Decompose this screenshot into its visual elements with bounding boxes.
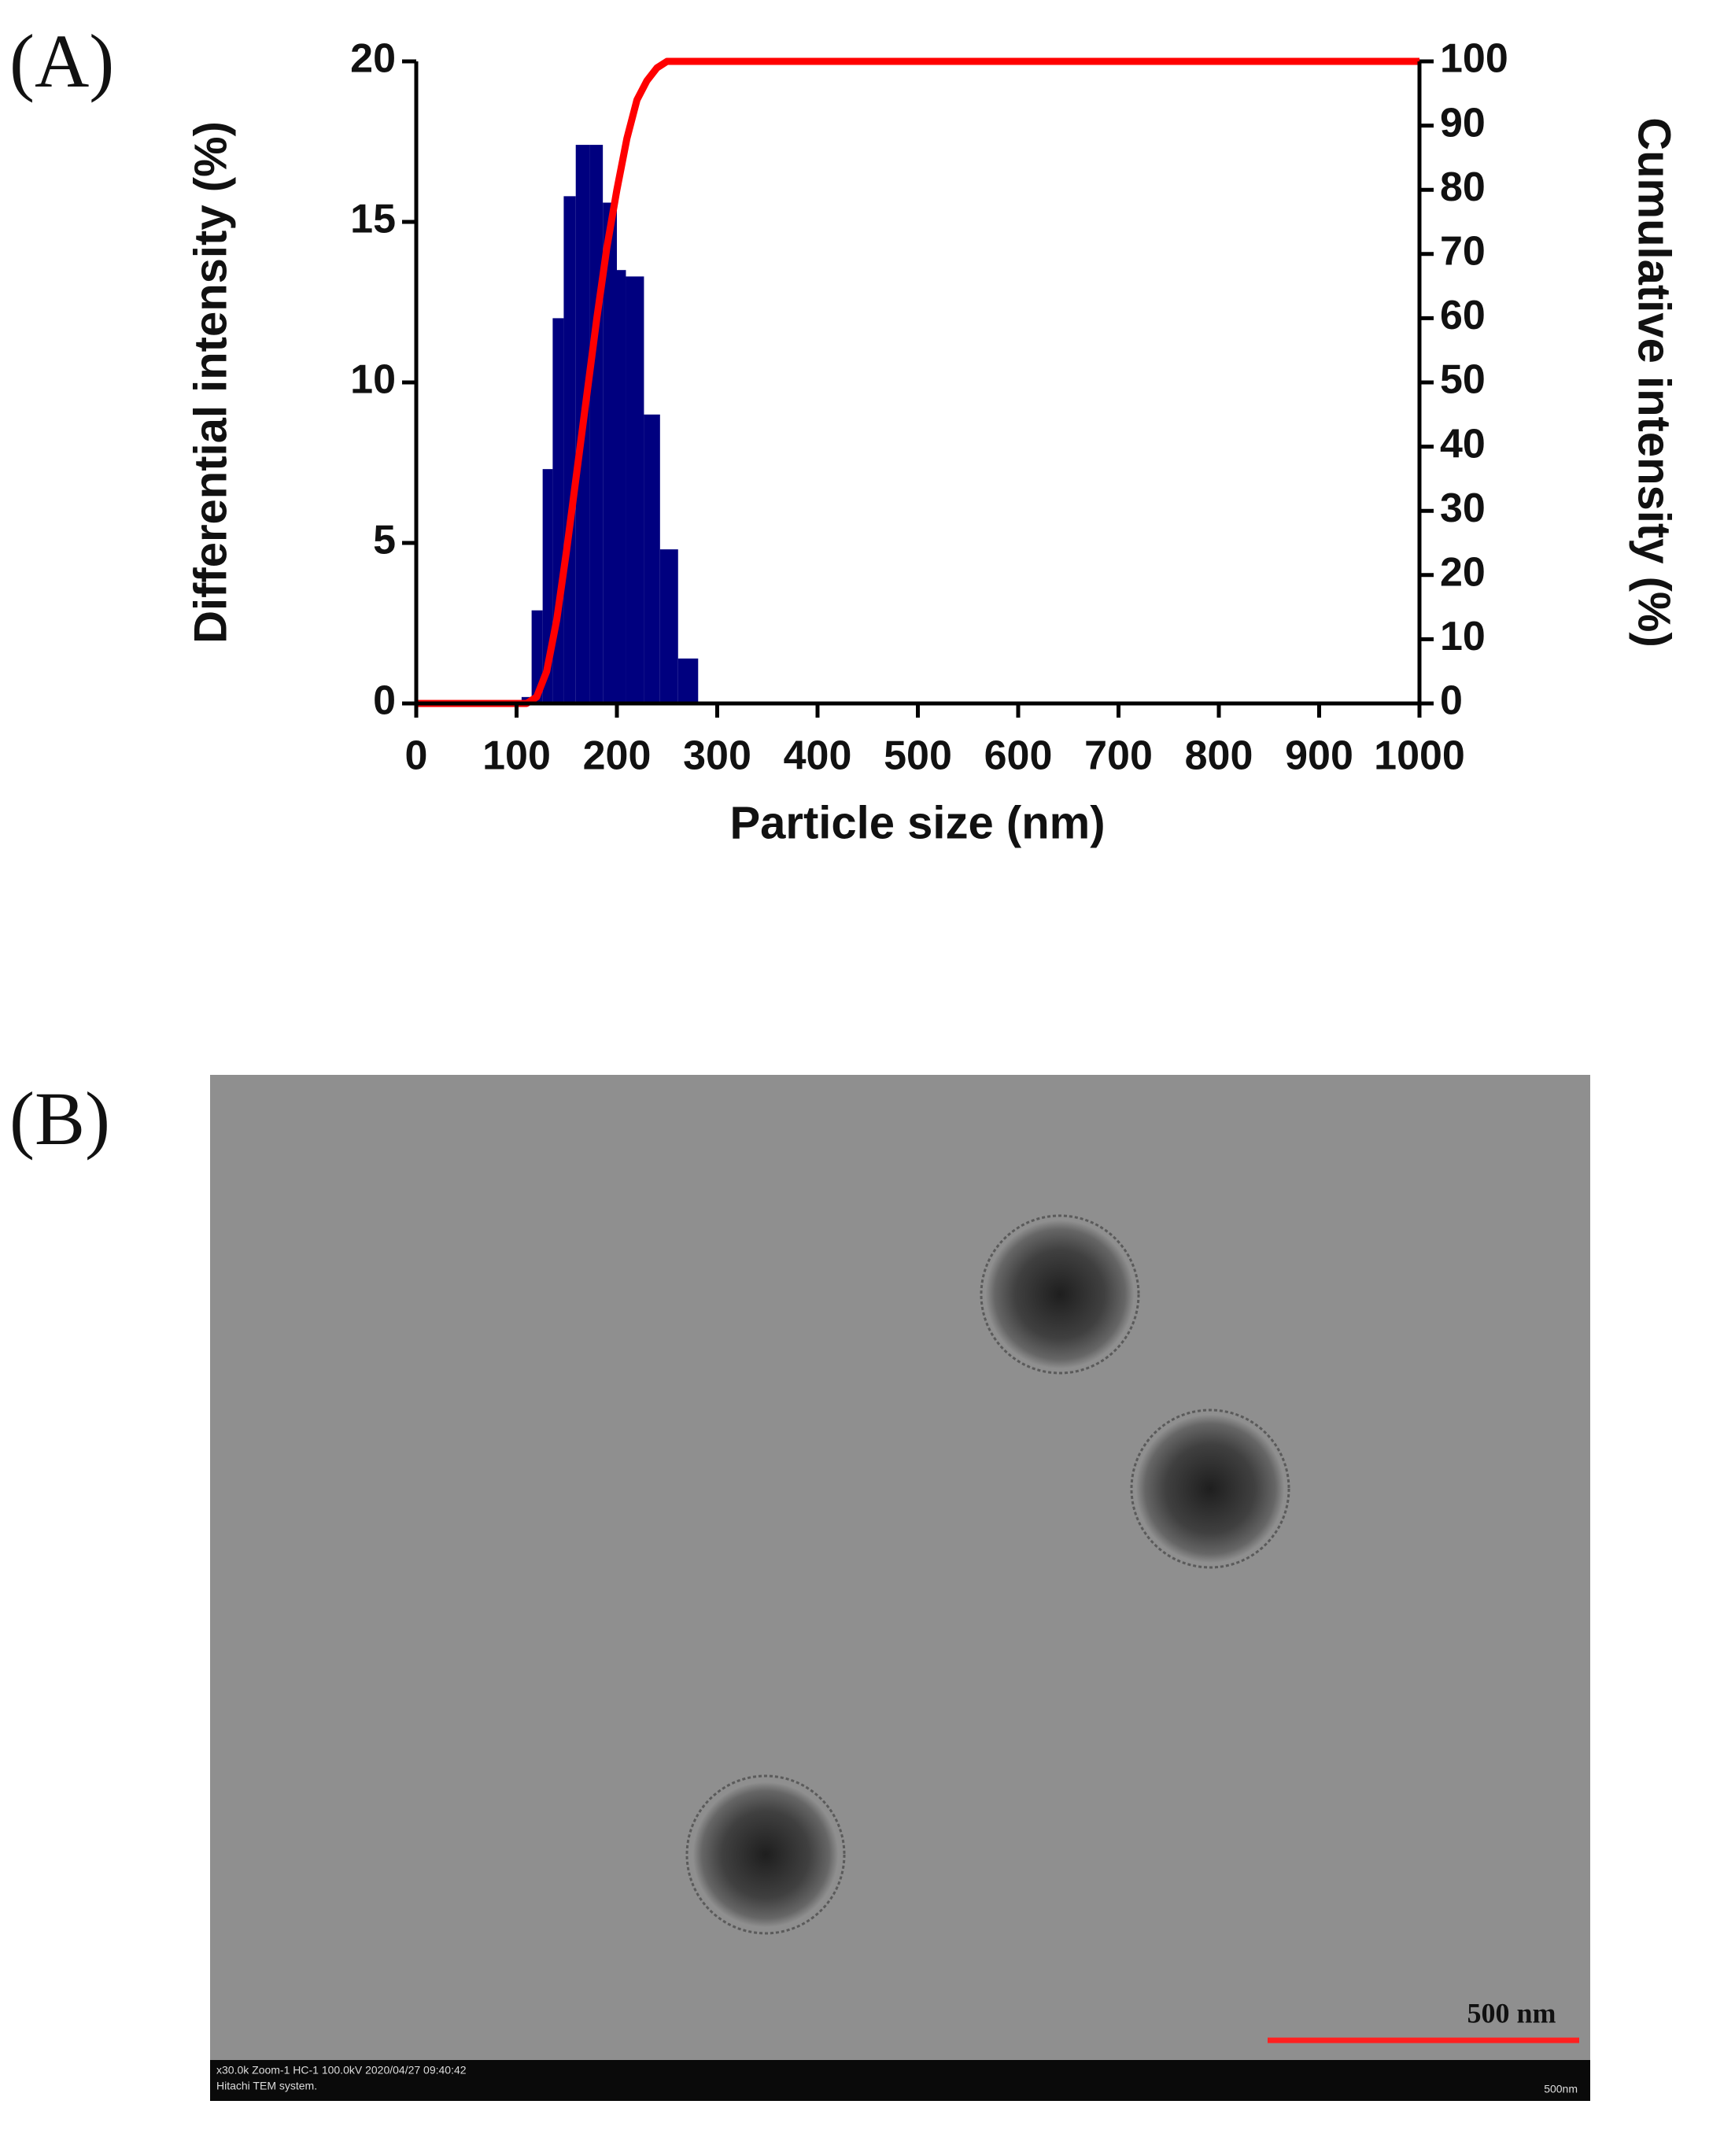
y-tick-label: 5: [373, 518, 396, 563]
bar: [644, 414, 660, 703]
footer-text: x30.0k Zoom-1 HC-1 100.0kV 2020/04/27 09…: [216, 2064, 467, 2077]
y-tick-label: 0: [373, 678, 396, 724]
x-tick-label: 400: [784, 733, 852, 779]
x-tick-label: 300: [683, 733, 751, 779]
y2-tick-label: 60: [1440, 293, 1486, 338]
y2-tick-label: 50: [1440, 357, 1486, 403]
y2-axis-label: Cumulative intensity (%): [1629, 117, 1680, 648]
x-tick-label: 900: [1285, 733, 1353, 779]
x-tick-label: 500: [884, 733, 952, 779]
footer-text: Hitachi TEM system.: [216, 2080, 317, 2092]
bar: [659, 549, 678, 703]
panel-label: (A): [9, 19, 114, 103]
y2-tick-label: 100: [1440, 36, 1508, 82]
footer-scale: 500nm: [1544, 2083, 1578, 2095]
y2-tick-label: 80: [1440, 164, 1486, 210]
y2-tick-label: 20: [1440, 550, 1486, 596]
bar: [617, 270, 626, 703]
y2-tick-label: 30: [1440, 485, 1486, 531]
bar: [626, 276, 644, 703]
x-tick-label: 0: [405, 733, 428, 779]
bar: [589, 145, 604, 703]
x-tick-label: 100: [482, 733, 551, 779]
y2-tick-label: 40: [1440, 421, 1486, 467]
scale-bar-label: 500 nm: [1467, 1997, 1556, 2029]
x-tick-label: 700: [1084, 733, 1153, 779]
y-axis-label: Differential intensity (%): [185, 121, 236, 644]
x-tick-label: 1000: [1374, 733, 1465, 779]
x-axis-label: Particle size (nm): [729, 797, 1105, 848]
tem-image: [210, 1075, 1590, 2101]
bar: [603, 202, 617, 703]
y2-tick-label: 70: [1440, 229, 1486, 275]
y2-tick-label: 10: [1440, 614, 1486, 659]
x-tick-label: 600: [984, 733, 1053, 779]
y2-tick-label: 0: [1440, 678, 1463, 724]
bar: [677, 658, 699, 703]
panel-label: (B): [9, 1076, 110, 1161]
x-tick-label: 200: [583, 733, 652, 779]
y-tick-label: 20: [350, 36, 396, 82]
bar: [563, 196, 576, 704]
y2-tick-label: 90: [1440, 100, 1486, 146]
cumulative-line: [416, 57, 1419, 707]
y-tick-label: 10: [350, 357, 396, 403]
y-tick-label: 15: [350, 197, 396, 242]
x-tick-label: 800: [1185, 733, 1253, 779]
